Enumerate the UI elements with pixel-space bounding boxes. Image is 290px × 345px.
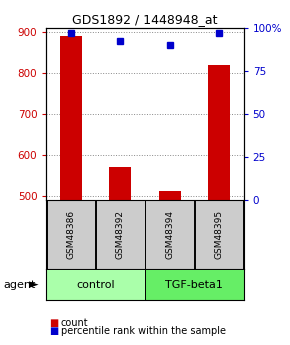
Bar xyxy=(146,200,194,269)
Bar xyxy=(96,200,144,269)
Title: GDS1892 / 1448948_at: GDS1892 / 1448948_at xyxy=(72,13,218,27)
Bar xyxy=(195,200,243,269)
Bar xyxy=(208,65,230,200)
Text: GSM48386: GSM48386 xyxy=(66,210,76,259)
Text: count: count xyxy=(61,318,88,327)
Bar xyxy=(159,191,181,200)
Bar xyxy=(47,200,95,269)
Text: control: control xyxy=(76,280,115,289)
Text: percentile rank within the sample: percentile rank within the sample xyxy=(61,326,226,336)
Bar xyxy=(145,269,244,300)
Text: ■: ■ xyxy=(49,326,59,336)
Bar xyxy=(60,36,82,200)
Bar xyxy=(46,269,145,300)
Text: ►: ► xyxy=(29,278,39,291)
Text: GSM48392: GSM48392 xyxy=(116,210,125,259)
Text: TGF-beta1: TGF-beta1 xyxy=(165,280,223,289)
Bar xyxy=(109,167,131,200)
Text: GSM48394: GSM48394 xyxy=(165,210,174,259)
Text: ■: ■ xyxy=(49,318,59,327)
Text: GSM48395: GSM48395 xyxy=(214,210,224,259)
Text: agent: agent xyxy=(3,280,35,289)
